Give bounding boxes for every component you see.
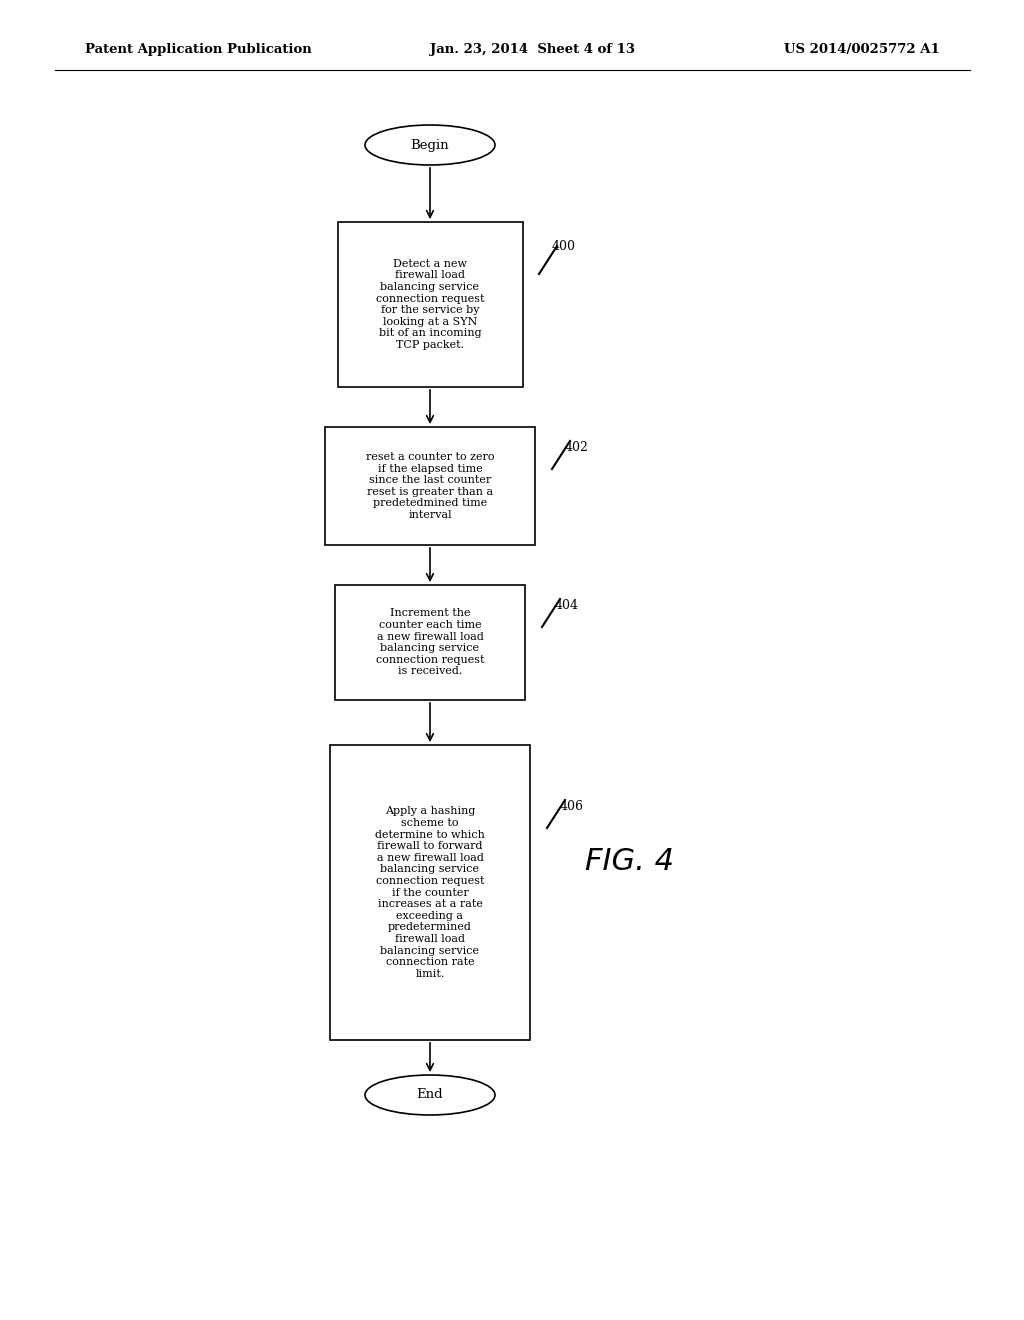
Ellipse shape	[365, 125, 495, 165]
FancyBboxPatch shape	[325, 426, 535, 545]
FancyBboxPatch shape	[335, 585, 525, 700]
Text: FIG. 4: FIG. 4	[585, 847, 674, 876]
Text: 404: 404	[555, 599, 579, 612]
Text: Apply a hashing
scheme to
determine to which
firewall to forward
a new firewall : Apply a hashing scheme to determine to w…	[375, 807, 485, 978]
Text: US 2014/0025772 A1: US 2014/0025772 A1	[784, 44, 940, 57]
FancyBboxPatch shape	[330, 744, 530, 1040]
Text: 406: 406	[560, 800, 584, 813]
Text: Patent Application Publication: Patent Application Publication	[85, 44, 311, 57]
Text: Detect a new
firewall load
balancing service
connection request
for the service : Detect a new firewall load balancing ser…	[376, 259, 484, 350]
Text: 402: 402	[565, 441, 589, 454]
Text: reset a counter to zero
if the elapsed time
since the last counter
reset is grea: reset a counter to zero if the elapsed t…	[366, 451, 495, 520]
Text: Jan. 23, 2014  Sheet 4 of 13: Jan. 23, 2014 Sheet 4 of 13	[430, 44, 635, 57]
Text: End: End	[417, 1089, 443, 1101]
Text: Increment the
counter each time
a new firewall load
balancing service
connection: Increment the counter each time a new fi…	[376, 609, 484, 676]
FancyBboxPatch shape	[338, 222, 523, 387]
Text: 400: 400	[552, 240, 575, 253]
Text: Begin: Begin	[411, 139, 450, 152]
Ellipse shape	[365, 1074, 495, 1115]
